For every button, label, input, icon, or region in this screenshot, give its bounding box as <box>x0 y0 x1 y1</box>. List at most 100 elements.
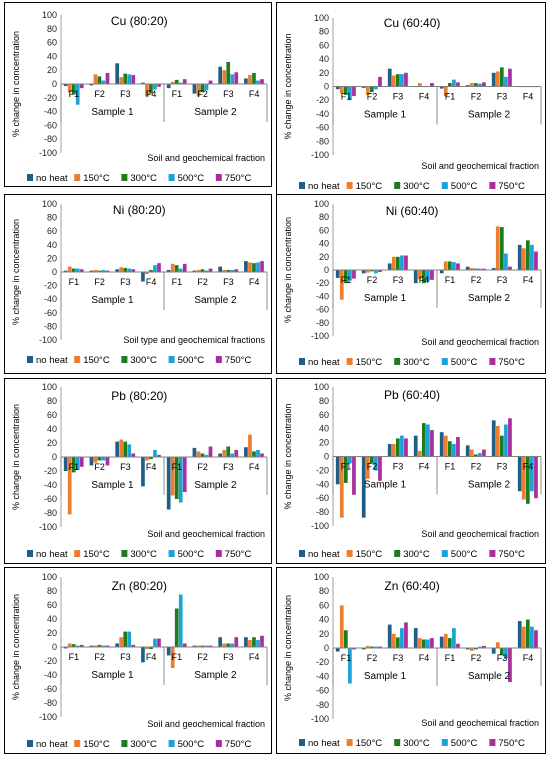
bar-2-2 <box>365 270 370 273</box>
bar-5-3 <box>131 75 136 84</box>
bar-3-1 <box>343 630 348 648</box>
bar-5-1 <box>352 648 356 650</box>
bar-1-5 <box>166 457 171 510</box>
y-axis-label: % change in concentration <box>11 31 21 137</box>
y-tick-label: -20 <box>316 278 329 288</box>
category-label: F1 <box>69 89 80 99</box>
bar-2-7 <box>495 226 500 270</box>
category-label: F4 <box>249 652 260 662</box>
bar-5-7 <box>234 450 239 457</box>
bar-3-5 <box>447 261 452 270</box>
bar-2-8 <box>248 640 252 647</box>
bar-1-8 <box>517 244 522 270</box>
legend-swatch <box>27 174 33 181</box>
bar-3-7 <box>499 227 504 270</box>
category-label: F3 <box>393 653 404 663</box>
y-tick-label: 60 <box>47 600 57 610</box>
legend-label: 750°C <box>498 181 525 192</box>
bar-2-8 <box>521 626 526 648</box>
y-tick-label: 80 <box>319 27 329 37</box>
category-label: F4 <box>523 92 534 102</box>
bar-4-4 <box>153 265 157 272</box>
legend-label: 300°C <box>403 357 430 368</box>
bar-4-5 <box>452 443 456 457</box>
bar-1-2 <box>361 648 366 650</box>
bar-2-6 <box>196 451 201 457</box>
bar-2-3 <box>119 637 124 647</box>
legend-label: no heat <box>308 738 340 749</box>
legend-label: no heat <box>36 549 68 560</box>
bar-1-6 <box>192 645 197 647</box>
bar-4-4 <box>153 450 157 457</box>
category-label: F2 <box>197 652 208 662</box>
category-label: F1 <box>445 92 456 102</box>
bar-2-5 <box>170 647 175 668</box>
y-tick-label: 80 <box>47 586 57 596</box>
bar-5-3 <box>404 622 408 648</box>
bar-5-6 <box>208 80 213 84</box>
bar-3-7 <box>226 446 231 457</box>
bar-5-6 <box>482 82 486 87</box>
legend-swatch <box>394 182 401 189</box>
bar-4-7 <box>230 643 235 647</box>
bar-2-5 <box>170 457 175 496</box>
bar-5-2 <box>105 72 110 84</box>
bar-2-5 <box>443 435 448 457</box>
group-label: Sample 1 <box>91 107 134 118</box>
bar-1-5 <box>166 84 171 89</box>
legend-swatch <box>441 739 448 746</box>
legend-label: 500°C <box>178 739 205 750</box>
bar-2-5 <box>443 261 448 270</box>
legend-swatch <box>27 356 33 363</box>
bar-5-7 <box>234 637 239 647</box>
bar-1-4 <box>141 457 145 487</box>
bar-4-8 <box>256 262 260 272</box>
legend-swatch <box>441 182 448 189</box>
bar-4-7 <box>504 253 508 270</box>
y-tick-label: -60 <box>44 308 57 318</box>
legend-swatch <box>27 740 33 747</box>
chart-title: Ni (60:40) <box>386 204 439 218</box>
bar-1-1 <box>335 648 340 652</box>
category-label: F2 <box>94 89 105 99</box>
bar-1-1 <box>335 270 340 278</box>
group-label: Sample 1 <box>364 293 407 304</box>
y-tick-label: 20 <box>319 252 329 262</box>
bar-3-8 <box>525 456 530 504</box>
bar-5-3 <box>404 438 408 457</box>
bar-1-8 <box>517 621 522 648</box>
bar-5-7 <box>508 648 512 683</box>
y-tick-label: 100 <box>42 10 57 20</box>
category-label: F4 <box>249 89 260 99</box>
group-label: Sample 1 <box>91 295 134 306</box>
chart-panel-zn-80-20: 100 80 60 40 20 0 -20 -40 -60 -80 -100 % change in … <box>4 567 272 754</box>
legend-swatch <box>168 174 175 181</box>
category-label: F4 <box>419 462 430 472</box>
bar-5-5 <box>456 643 460 648</box>
y-tick-label: -100 <box>39 522 57 532</box>
category-label: F1 <box>69 652 80 662</box>
legend-label: 500°C <box>178 173 205 184</box>
legend-swatch <box>168 740 175 747</box>
legend-swatch <box>215 356 222 363</box>
bar-3-7 <box>226 61 231 84</box>
y-tick-label: 60 <box>319 600 329 610</box>
y-tick-label: 60 <box>319 40 329 50</box>
bar-1-1 <box>63 457 68 471</box>
legend-label: no heat <box>36 355 68 366</box>
bar-4-3 <box>400 628 404 648</box>
bar-5-2 <box>378 646 382 648</box>
bar-3-5 <box>174 608 179 647</box>
bar-1-6 <box>465 445 470 457</box>
category-label: F4 <box>523 462 534 472</box>
bar-1-5 <box>439 270 444 274</box>
legend-label: no heat <box>308 181 340 192</box>
legend-swatch <box>299 182 305 189</box>
bar-5-3 <box>404 72 408 87</box>
bar-4-4 <box>153 638 157 647</box>
bar-4-8 <box>530 244 534 270</box>
category-label: F1 <box>172 652 183 662</box>
y-tick-label: 80 <box>47 24 57 34</box>
bar-1-5 <box>439 432 444 457</box>
bar-3-3 <box>395 74 400 87</box>
